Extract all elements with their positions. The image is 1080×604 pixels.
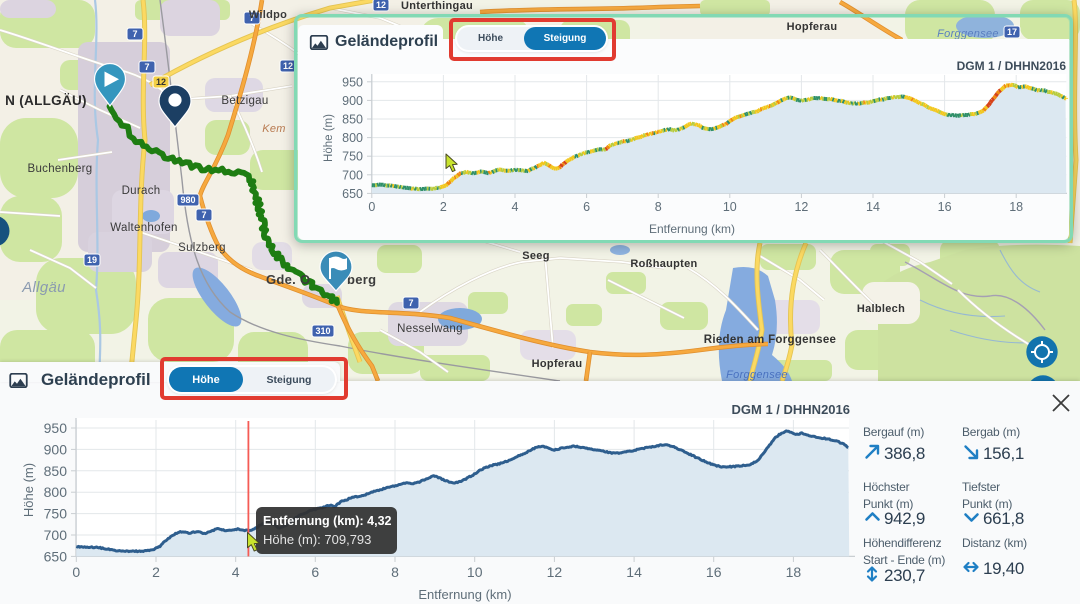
svg-text:900: 900	[44, 441, 68, 457]
svg-text:berg: berg	[347, 272, 376, 287]
svg-text:N (ALLGÄU): N (ALLGÄU)	[5, 93, 87, 108]
svg-text:Waltenhofen: Waltenhofen	[110, 222, 177, 234]
svg-text:4: 4	[232, 564, 240, 580]
svg-text:700: 700	[342, 168, 363, 182]
svg-text:6: 6	[311, 564, 319, 580]
svg-text:7: 7	[144, 62, 149, 72]
svg-text:14: 14	[866, 200, 880, 214]
svg-text:7: 7	[132, 29, 137, 39]
svg-text:12: 12	[156, 77, 166, 87]
svg-text:650: 650	[44, 548, 68, 564]
svg-text:Durach: Durach	[122, 185, 161, 197]
svg-text:12: 12	[547, 564, 563, 580]
svg-text:980: 980	[180, 195, 195, 205]
svg-text:650: 650	[342, 187, 363, 201]
svg-text:700: 700	[44, 527, 68, 543]
svg-text:8: 8	[391, 564, 399, 580]
svg-text:8: 8	[655, 200, 662, 214]
svg-text:Forggensee: Forggensee	[937, 28, 999, 40]
svg-text:Rieden am Forggensee: Rieden am Forggensee	[704, 334, 837, 346]
svg-text:14: 14	[626, 564, 642, 580]
svg-text:Halblech: Halblech	[857, 303, 905, 315]
svg-text:800: 800	[342, 131, 363, 145]
svg-text:950: 950	[44, 420, 68, 436]
svg-text:Seeg: Seeg	[522, 250, 550, 262]
svg-text:Entfernung (km): Entfernung (km)	[418, 587, 511, 602]
svg-text:800: 800	[44, 484, 68, 500]
svg-text:Roßhaupten: Roßhaupten	[630, 258, 697, 270]
svg-text:Forggensee: Forggensee	[726, 369, 788, 381]
svg-text:12: 12	[794, 200, 808, 214]
svg-text:Kem: Kem	[262, 123, 286, 135]
svg-text:Unterthingau: Unterthingau	[401, 0, 473, 12]
svg-text:Buchenberg: Buchenberg	[27, 163, 92, 175]
svg-text:750: 750	[342, 150, 363, 164]
svg-text:16: 16	[706, 564, 722, 580]
svg-text:900: 900	[342, 94, 363, 108]
svg-text:19: 19	[87, 255, 97, 265]
svg-text:18: 18	[1009, 200, 1023, 214]
svg-text:0: 0	[368, 200, 375, 214]
svg-text:10: 10	[723, 200, 737, 214]
svg-text:7: 7	[249, 13, 254, 23]
svg-text:Nesselwang: Nesselwang	[397, 323, 463, 335]
svg-text:17: 17	[1007, 27, 1017, 37]
svg-text:Allgäu: Allgäu	[21, 279, 66, 296]
svg-text:Hopferau: Hopferau	[787, 21, 838, 33]
svg-text:Entfernung (km): Entfernung (km)	[649, 222, 735, 236]
svg-text:Höhe (m): Höhe (m)	[323, 114, 335, 162]
svg-text:Wildpo: Wildpo	[249, 9, 287, 21]
svg-text:4: 4	[512, 200, 519, 214]
svg-text:310: 310	[315, 326, 330, 336]
svg-text:0: 0	[72, 564, 80, 580]
svg-text:7: 7	[201, 210, 206, 220]
svg-text:Höhe (m): Höhe (m)	[21, 463, 36, 517]
svg-text:Betzigau: Betzigau	[221, 95, 268, 107]
svg-text:Hopferau: Hopferau	[532, 358, 583, 370]
svg-text:12: 12	[376, 0, 386, 10]
svg-text:Gde. O: Gde. O	[266, 272, 310, 287]
svg-text:6: 6	[583, 200, 590, 214]
svg-text:850: 850	[342, 113, 363, 127]
svg-text:12: 12	[283, 61, 293, 71]
svg-text:2: 2	[152, 564, 160, 580]
svg-text:18: 18	[786, 564, 802, 580]
svg-text:16: 16	[938, 200, 952, 214]
svg-text:10: 10	[467, 564, 483, 580]
svg-text:Sulzberg: Sulzberg	[178, 242, 226, 254]
svg-text:7: 7	[408, 298, 413, 308]
svg-text:2: 2	[440, 200, 447, 214]
svg-text:750: 750	[44, 506, 68, 522]
svg-text:DGM 1 / DHHN2016: DGM 1 / DHHN2016	[957, 59, 1067, 73]
svg-text:950: 950	[342, 75, 363, 89]
svg-text:850: 850	[44, 463, 68, 479]
